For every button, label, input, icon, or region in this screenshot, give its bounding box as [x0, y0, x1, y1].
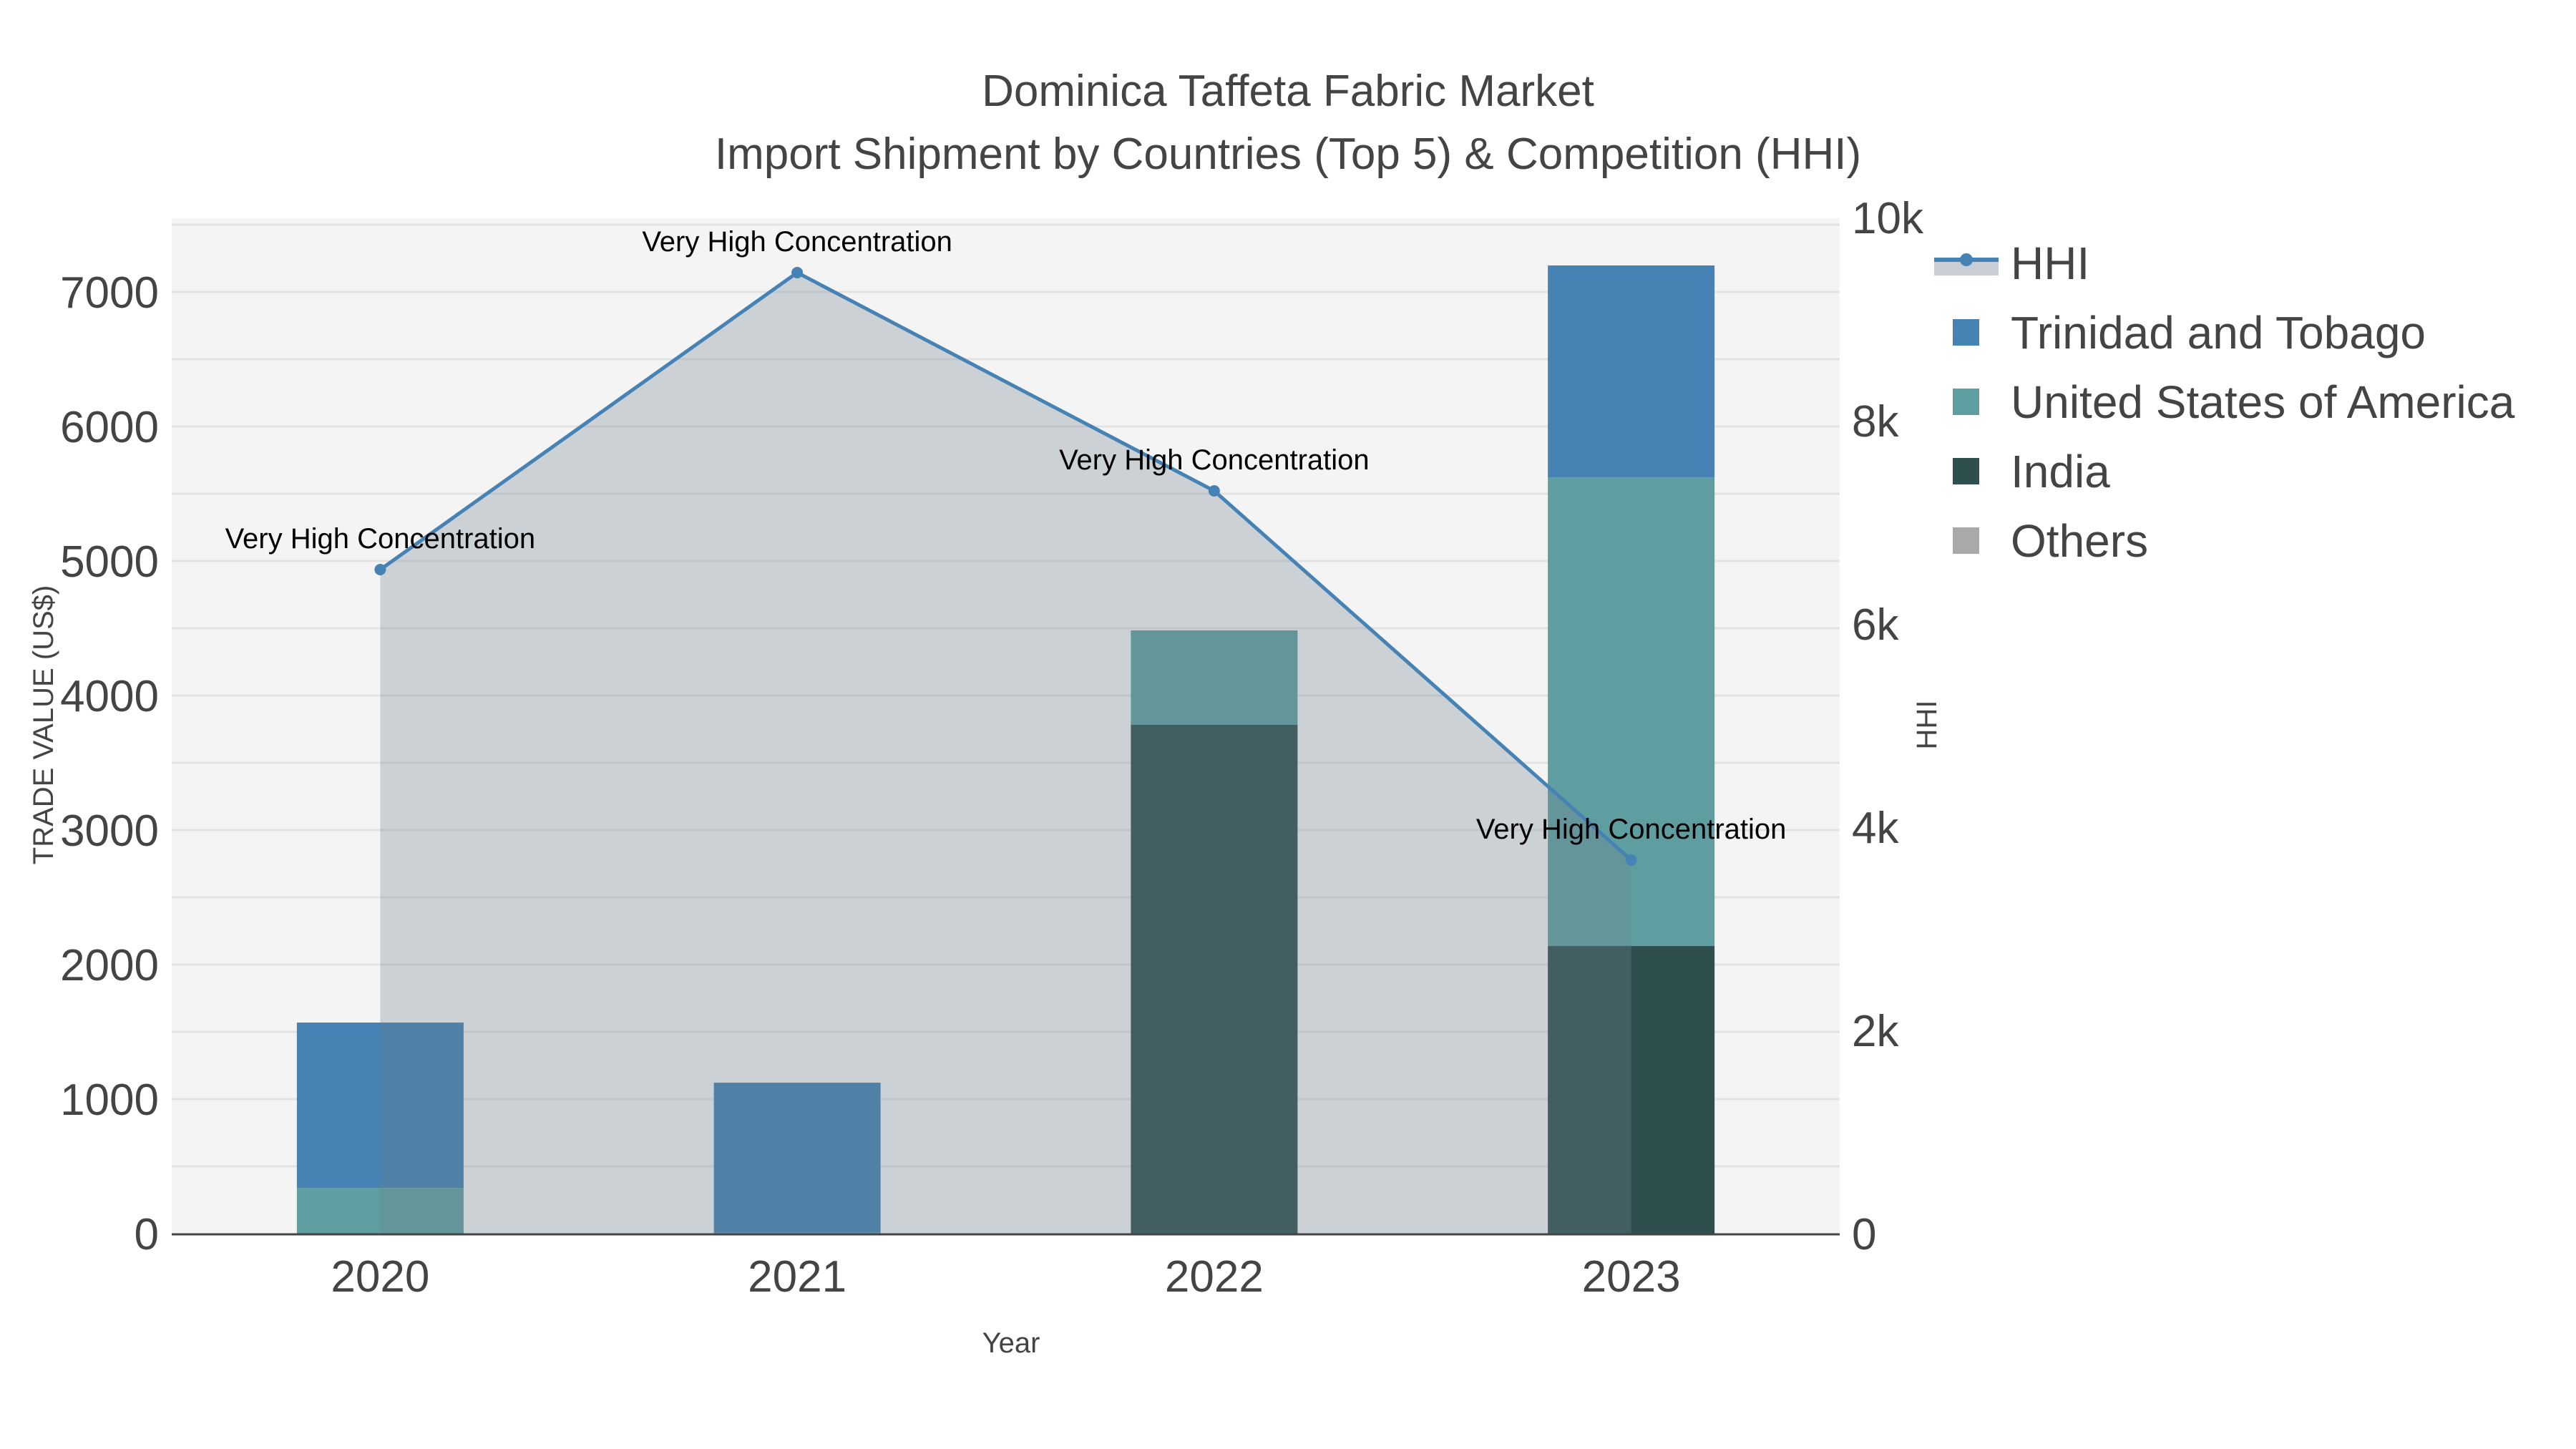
hhi-marker[interactable]: [1208, 484, 1220, 497]
y-tick-label: 6000: [60, 403, 159, 452]
y2-tick-label: 0: [1852, 1210, 1876, 1259]
bar-segment[interactable]: [1548, 477, 1715, 947]
hhi-area: [380, 272, 1631, 1234]
bar-segment[interactable]: [296, 1023, 464, 1189]
legend-swatch-icon: [1953, 319, 1979, 346]
chart-title-line2: Import Shipment by Countries (Top 5) & C…: [715, 130, 1861, 179]
x-tick-label: 2022: [1165, 1252, 1264, 1302]
x-tick-label: 2023: [1582, 1252, 1681, 1302]
y2-tick-label: 6k: [1852, 600, 1899, 650]
legend-swatch-icon: [1953, 458, 1979, 484]
y-tick-label: 0: [135, 1210, 159, 1259]
bar-segment[interactable]: [1548, 946, 1715, 1234]
annotations: Very High Concentration Very High Concent…: [225, 226, 1787, 845]
hhi-annotation: Very High Concentration: [1476, 814, 1787, 845]
y2-tick-label: 10k: [1852, 194, 1924, 243]
y2-tick-label: 2k: [1852, 1007, 1899, 1056]
bar-series: [296, 265, 1715, 1234]
hhi-marker[interactable]: [791, 266, 804, 278]
legend-item[interactable]: HHI: [1934, 238, 2089, 289]
legend-label: India: [2011, 446, 2110, 497]
legend-area-swatch-icon: [1934, 260, 1999, 275]
x-tick-label: 2021: [748, 1252, 847, 1302]
y-tick-label: 7000: [60, 268, 159, 318]
hhi-marker[interactable]: [1625, 854, 1637, 867]
y-axis-title: TRADE VALUE (US$): [28, 585, 59, 864]
x-axis-title: Year: [982, 1327, 1040, 1359]
legend-label: Trinidad and Tobago: [2011, 307, 2426, 358]
y-tick-label: 5000: [60, 537, 159, 587]
y2-axis-title: HHI: [1911, 701, 1943, 750]
x-tick-label: 2020: [331, 1252, 429, 1302]
y-tick-label: 4000: [60, 672, 159, 721]
hhi-marker[interactable]: [374, 564, 386, 576]
legend-label: United States of America: [2011, 376, 2515, 428]
x-axis-ticks: 2020 2021 2022 2023: [331, 1252, 1680, 1302]
legend-label: HHI: [2011, 238, 2089, 289]
legend: HHI Trinidad and Tobago United States of A…: [1934, 238, 2515, 567]
hhi-area-fill: [380, 272, 1631, 1234]
bar-segment[interactable]: [296, 1188, 464, 1234]
bar-segment[interactable]: [1131, 630, 1298, 725]
y2-tick-label: 4k: [1852, 804, 1899, 853]
hhi-annotation: Very High Concentration: [642, 226, 952, 258]
hhi-line-path: [379, 270, 1633, 862]
bar-segment[interactable]: [713, 1083, 881, 1233]
chart-title-line1: Dominica Taffeta Fabric Market: [982, 67, 1594, 116]
y2-axis-ticks: 0 2k 4k 6k 8k 10k: [1852, 194, 1924, 1259]
bar-segment[interactable]: [1131, 724, 1298, 1234]
bar-segment[interactable]: [713, 1232, 881, 1234]
y-tick-label: 2000: [60, 941, 159, 990]
legend-marker-icon: [1960, 253, 1973, 266]
legend-item[interactable]: Others: [1953, 515, 2148, 567]
bar-segment[interactable]: [1548, 265, 1715, 478]
y2-tick-label: 8k: [1852, 397, 1899, 447]
y-tick-label: 3000: [60, 806, 159, 856]
hhi-annotation: Very High Concentration: [225, 523, 536, 555]
legend-item[interactable]: Trinidad and Tobago: [1953, 307, 2426, 358]
y-axis-ticks: 0 1000 2000 3000 4000 5000 6000 7000: [60, 268, 159, 1259]
legend-label: Others: [2011, 515, 2148, 567]
hhi-annotation: Very High Concentration: [1059, 444, 1370, 476]
hhi-line: [374, 266, 1637, 867]
y-tick-label: 1000: [60, 1075, 159, 1125]
legend-item[interactable]: United States of America: [1953, 376, 2515, 428]
legend-swatch-icon: [1953, 389, 1979, 415]
legend-swatch-icon: [1953, 527, 1979, 554]
legend-item[interactable]: India: [1953, 446, 2110, 497]
